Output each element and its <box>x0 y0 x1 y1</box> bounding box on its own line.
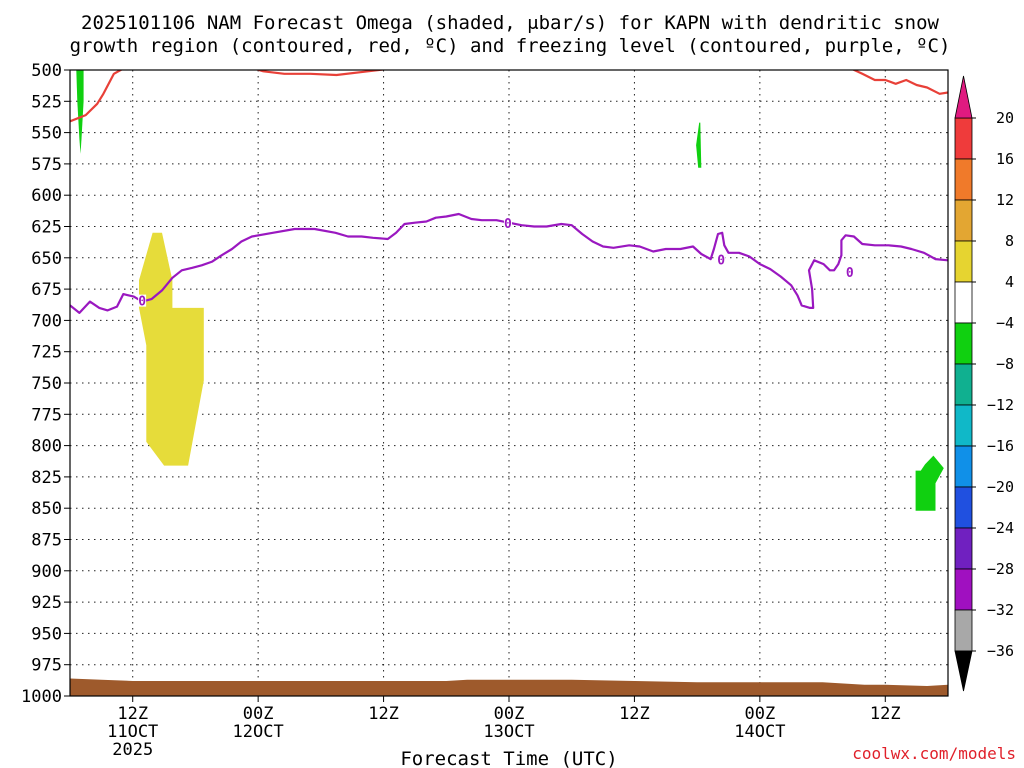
x-tick-label: 12Z <box>368 704 399 724</box>
x-tick-label: 00Z <box>744 704 775 724</box>
y-tick-label: 825 <box>31 468 62 488</box>
colorbar-label: −8 <box>996 355 1014 373</box>
omega-region <box>76 70 84 154</box>
y-tick-label: 550 <box>31 124 62 144</box>
x-tick-label: 12Z <box>619 704 650 724</box>
y-tick-label: 850 <box>31 499 62 519</box>
y-tick-label: 575 <box>31 155 62 175</box>
colorbar-swatch <box>954 445 973 488</box>
omega-region <box>696 122 702 168</box>
colorbar-label: 16 <box>996 150 1014 168</box>
x-tick-label: 11OCT <box>107 722 158 742</box>
x-tick-label: 00Z <box>494 704 525 724</box>
y-tick-label: 900 <box>31 562 62 582</box>
y-tick-label: 700 <box>31 311 62 331</box>
y-tick-label: 750 <box>31 374 62 394</box>
x-tick-label: 14OCT <box>734 722 785 742</box>
x-tick-label: 12Z <box>870 704 901 724</box>
freezing-contour-label: 0 <box>717 253 725 268</box>
omega-shading <box>76 70 944 511</box>
omega-region <box>139 232 204 466</box>
y-tick-label: 800 <box>31 437 62 457</box>
x-tick-label: 00Z <box>243 704 274 724</box>
y-tick-label: 525 <box>31 92 62 112</box>
dgz-contour <box>70 70 123 123</box>
colorbar-label: 8 <box>1005 232 1014 250</box>
colorbar-swatch <box>954 363 973 406</box>
colorbar-swatch <box>954 486 973 529</box>
colorbar-label: −4 <box>996 314 1014 332</box>
chart-title-line1: 2025101106 NAM Forecast Omega (shaded, μ… <box>81 12 939 34</box>
x-tick-label: 12Z <box>117 704 148 724</box>
colorbar-label: −16 <box>987 437 1014 455</box>
y-tick-label: 725 <box>31 343 62 363</box>
y-tick-label: 600 <box>31 186 62 206</box>
y-axis-ticks: 500 525 550 575 600 625 650 675 700 725 750 775 800 8… <box>21 61 70 707</box>
freezing-contour-label: 0 <box>846 266 854 281</box>
colorbar-label: −20 <box>987 478 1014 496</box>
y-tick-label: 650 <box>31 249 62 269</box>
contour-label-bg <box>503 216 512 229</box>
colorbar-label: −12 <box>987 396 1014 414</box>
colorbar-swatch <box>954 568 973 611</box>
colorbar-label: 4 <box>1005 273 1014 291</box>
y-tick-label: 675 <box>31 280 62 300</box>
colorbar-swatch <box>954 609 973 652</box>
colorbar-swatch <box>954 281 973 324</box>
x-tick-label: 2025 <box>112 740 153 760</box>
y-tick-label: 950 <box>31 624 62 644</box>
colorbar-swatch <box>954 158 973 201</box>
x-tick-label: 12OCT <box>233 722 284 742</box>
colorbar: 20 16 12 8 4 −4 −8 −12 −16 −20 −24 −28 −32 −36 <box>954 75 1014 692</box>
contour-lines: 0 0 0 0 <box>70 70 948 314</box>
omega-region <box>915 455 944 511</box>
terrain-surface <box>70 678 948 696</box>
colorbar-swatch <box>954 322 973 365</box>
colorbar-label: 12 <box>996 191 1014 209</box>
freezing-contour-label: 0 <box>504 217 512 232</box>
colorbar-label: −24 <box>987 519 1014 537</box>
colorbar-label: −28 <box>987 560 1014 578</box>
contour-label-bg <box>138 294 147 307</box>
y-tick-label: 925 <box>31 593 62 613</box>
contour-label-bg <box>845 265 854 278</box>
freezing-level-contour <box>70 212 948 314</box>
y-tick-label: 500 <box>31 61 62 81</box>
colorbar-swatch <box>954 240 973 283</box>
freezing-contour-label: 0 <box>138 295 146 310</box>
colorbar-swatch <box>954 527 973 570</box>
colorbar-swatch <box>954 404 973 447</box>
colorbar-label: 20 <box>996 109 1014 127</box>
chart-title-line2: growth region (contoured, red, ºC) and f… <box>70 35 951 57</box>
y-tick-label: 975 <box>31 656 62 676</box>
dgz-contour <box>851 70 948 95</box>
colorbar-top-arrow <box>954 75 973 119</box>
colorbar-label: −32 <box>987 601 1014 619</box>
y-tick-label: 875 <box>31 531 62 551</box>
dgz-contour <box>254 70 388 77</box>
y-tick-label: 775 <box>31 405 62 425</box>
colorbar-bottom-arrow <box>954 650 973 692</box>
y-tick-label: 1000 <box>21 687 62 707</box>
x-axis-label: Forecast Time (UTC) <box>400 748 617 768</box>
y-tick-label: 625 <box>31 218 62 238</box>
contour-label-bg <box>717 253 726 266</box>
colorbar-swatch <box>954 199 973 242</box>
x-tick-label: 13OCT <box>483 722 534 742</box>
colorbar-label: −36 <box>987 642 1014 660</box>
terrain-fill <box>70 678 948 696</box>
colorbar-swatch <box>954 117 973 160</box>
credit-text: coolwx.com/models <box>852 744 1016 763</box>
